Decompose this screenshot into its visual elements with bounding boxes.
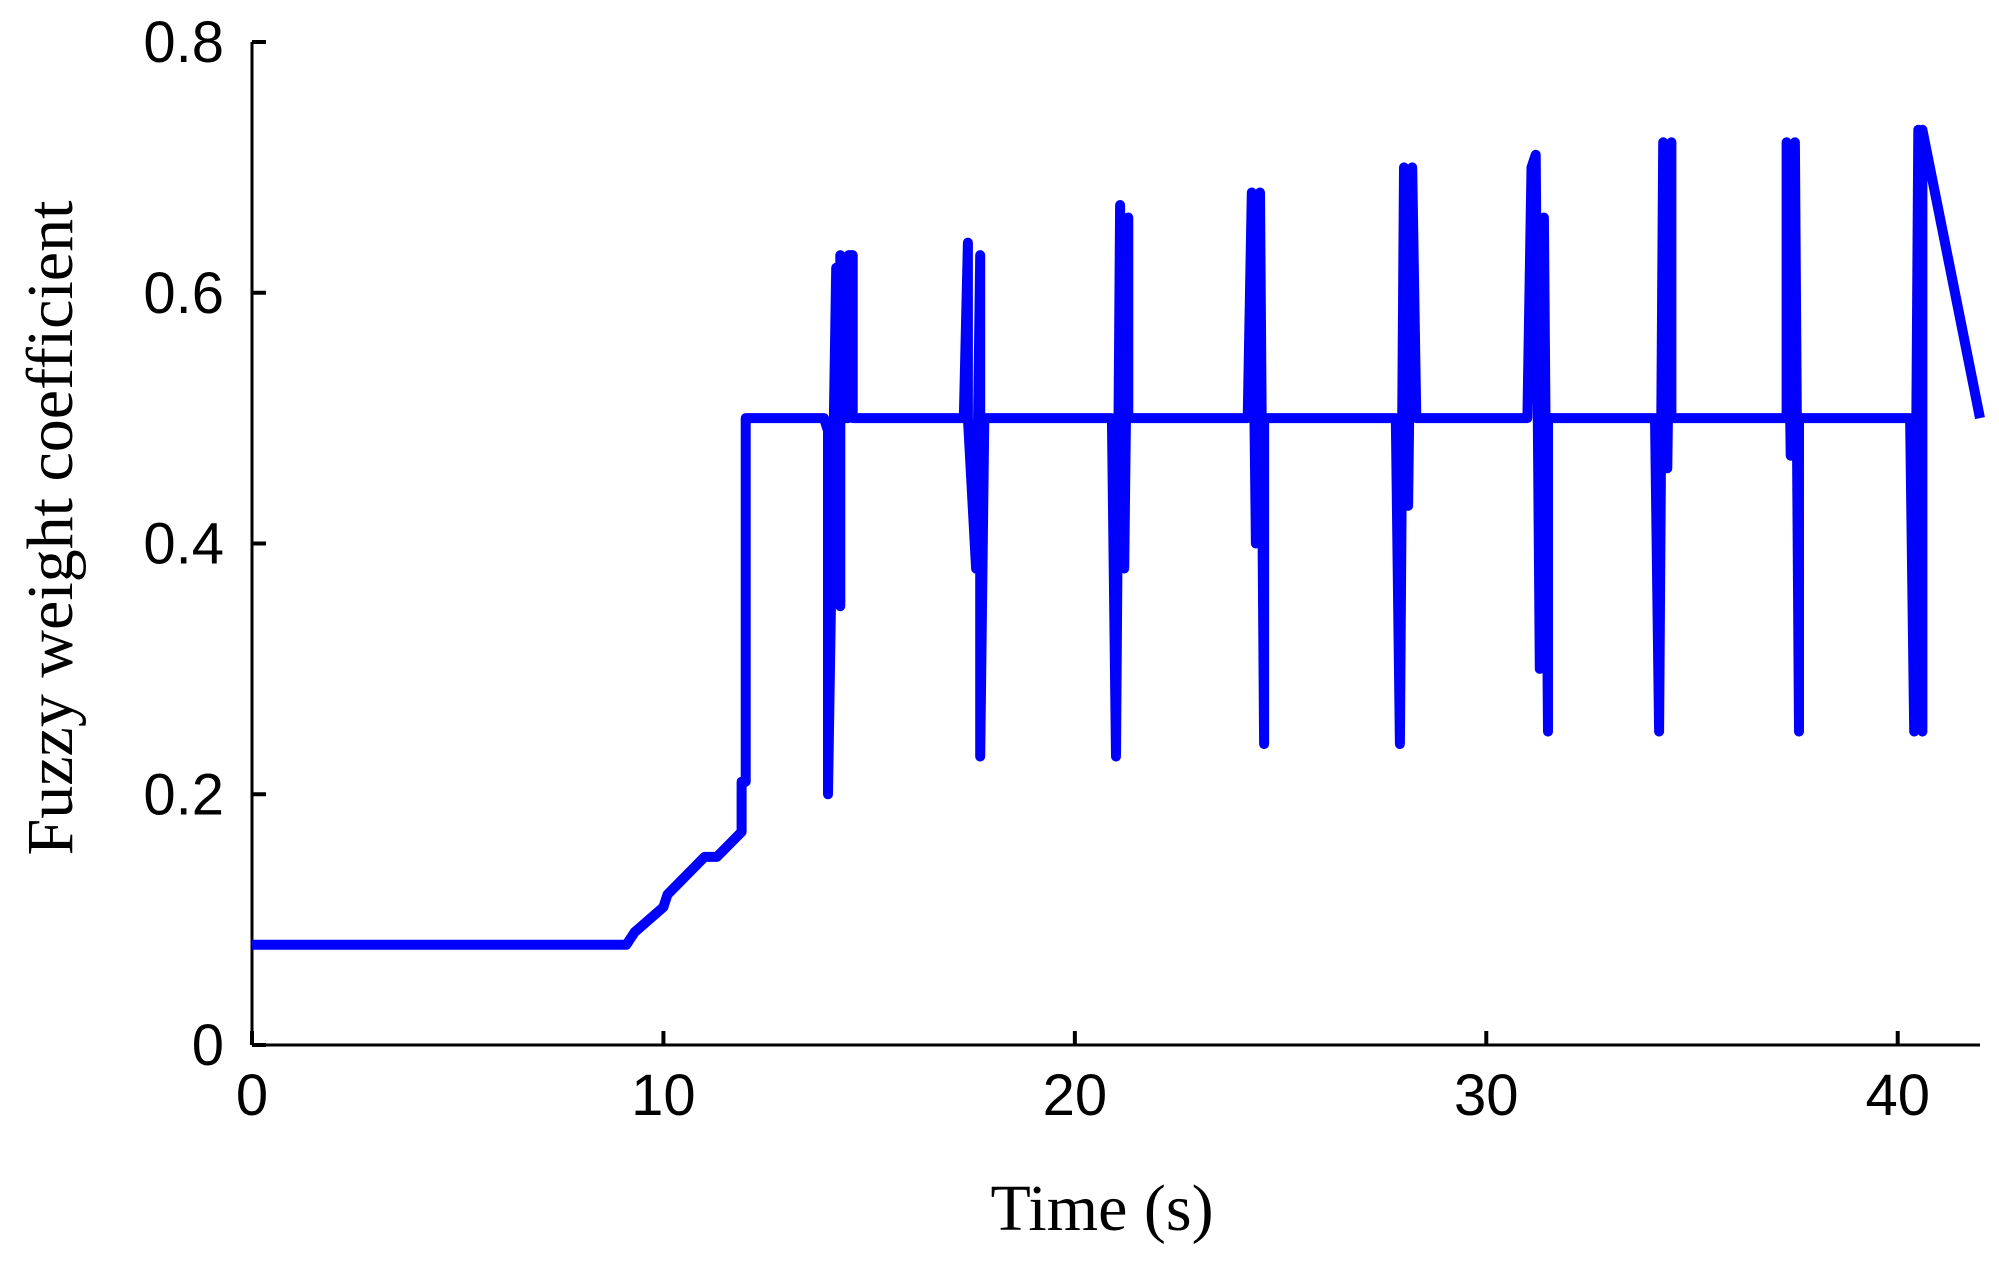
y-axis-title: Fuzzy weight coefficient (14, 201, 87, 856)
x-tick-label: 0 (236, 1063, 268, 1128)
series-group (252, 124, 1985, 950)
y-tick-label: 0.2 (143, 762, 224, 827)
ticks: 0 10 20 30 40 0 0.2 0.4 0.6 0.8 (143, 10, 1930, 1128)
y-tick-label: 0 (192, 1013, 224, 1078)
series-line (252, 124, 1985, 950)
y-tick-label: 0.8 (143, 10, 224, 75)
x-tick-label: 20 (1043, 1063, 1108, 1128)
y-tick-label: 0.4 (143, 512, 224, 577)
y-tick-label: 0.6 (143, 261, 224, 326)
x-axis-title: Time (s) (990, 1172, 1213, 1245)
x-tick-label: 40 (1865, 1063, 1930, 1128)
x-tick-label: 10 (631, 1063, 696, 1128)
x-tick-label: 30 (1454, 1063, 1519, 1128)
